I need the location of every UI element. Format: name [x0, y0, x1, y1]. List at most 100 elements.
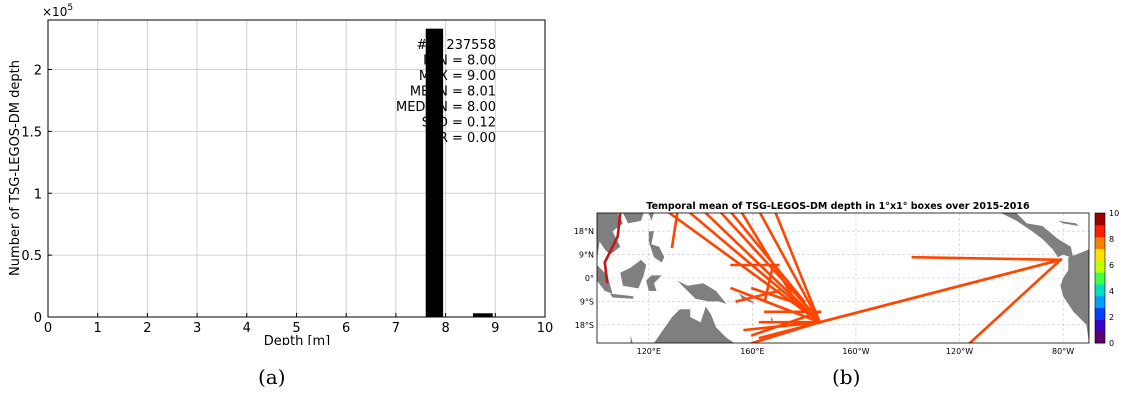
ship-track [750, 320, 822, 343]
map-x-tick-label: 160°W [842, 347, 869, 356]
land-vanuatu [770, 317, 774, 323]
colorbar-segment [1095, 236, 1105, 249]
colorbar-segment [1095, 307, 1105, 320]
x-tick-label: 10 [537, 321, 554, 336]
colorbar-segment [1095, 213, 1105, 226]
land-cuba [1057, 220, 1079, 226]
histogram-y-label: Number of TSG-LEGOS-DM depth [8, 60, 23, 276]
ship-track [968, 257, 1063, 343]
stats-line: MIN = 8.00 [423, 54, 496, 69]
ship-track [740, 213, 793, 296]
map-x-tick-label: 120°W [946, 347, 973, 356]
colorbar-segment [1095, 319, 1105, 332]
ship-track [729, 286, 822, 324]
x-tick-label: 0 [44, 321, 52, 336]
x-tick-label: 4 [243, 321, 251, 336]
colorbar-tick-label: 0 [1109, 339, 1114, 348]
colorbar-segment [1095, 248, 1105, 261]
colorbar-frame [1094, 212, 1106, 344]
land-java [609, 293, 634, 299]
x-tick-label: 6 [342, 321, 350, 336]
stats-line: # = 237558 [416, 38, 496, 53]
x-tick-label: 9 [491, 321, 499, 336]
y-tick-label: 2 [34, 64, 42, 79]
ship-track [670, 213, 679, 249]
colorbar-tick-label: 6 [1109, 261, 1114, 270]
y-multiplier-exponent: 5 [67, 3, 73, 13]
histogram-x-label: Depth [m] [264, 334, 331, 345]
map-x-tick-label: 80°W [1052, 347, 1074, 356]
x-tick-label: 2 [143, 321, 151, 336]
colorbar-segment [1095, 224, 1105, 238]
caption-a: (a) [258, 365, 286, 389]
colorbar-tick-label: 4 [1109, 287, 1114, 296]
land-central-america [1000, 213, 1074, 260]
ship-track [750, 286, 801, 306]
ship-track [911, 255, 1062, 262]
colorbar: 0 2 4 6 8 10 [1094, 209, 1119, 348]
colorbar-segment [1095, 283, 1105, 297]
caption-b: (b) [832, 365, 861, 389]
land-south-china [622, 213, 644, 224]
histogram-x-ticks: 0 1 2 3 4 5 6 7 8 9 10 [44, 313, 553, 336]
stats-line: MEDIAN = 8.00 [396, 100, 496, 115]
histogram-bars [425, 28, 493, 317]
x-tick-label: 5 [292, 321, 300, 336]
histogram-bar [425, 28, 444, 317]
map-title: Temporal mean of TSG-LEGOS-DM depth in 1… [646, 201, 1030, 212]
land-new-guinea [677, 280, 727, 304]
land-borneo [620, 259, 647, 289]
colorbar-segment [1095, 272, 1105, 285]
stats-line: STD = 0.12 [422, 116, 496, 131]
colorbar-segment [1095, 331, 1105, 344]
stats-line: IQR = 0.00 [425, 131, 496, 146]
colorbar-segment [1095, 260, 1105, 273]
ship-track-dark [603, 213, 622, 284]
y-multiplier: ×105 [42, 3, 73, 19]
map-x-tick-label: 160°E [740, 347, 764, 356]
colorbar-segment [1095, 295, 1105, 309]
ship-track [703, 213, 822, 325]
land-australia [630, 306, 735, 343]
histogram-y-ticks: 0 0.5 1 1.5 2 [21, 64, 52, 326]
map-y-ticks: 18°N 9°N 0° 9°S 18°S [574, 227, 594, 330]
ship-track [758, 213, 822, 324]
colorbar-tick-label: 10 [1109, 209, 1119, 218]
x-tick-label: 3 [193, 321, 201, 336]
map-y-tick-label: 18°S [575, 321, 594, 330]
histogram-bar [472, 313, 493, 317]
y-tick-label: 1 [34, 187, 42, 202]
colorbar-tick-label: 8 [1109, 235, 1114, 244]
ship-track [667, 213, 822, 325]
ship-tracks [603, 213, 1063, 343]
ship-track [774, 213, 822, 324]
y-tick-label: 0 [34, 311, 42, 326]
colorbar-tick-label: 2 [1109, 313, 1114, 322]
land-philippines [648, 231, 665, 263]
x-tick-label: 8 [441, 321, 449, 336]
ship-track [688, 213, 822, 325]
x-tick-label: 7 [392, 321, 400, 336]
land-south-america [1060, 249, 1089, 343]
x-tick-label: 1 [94, 321, 102, 336]
land-indochina [597, 213, 623, 260]
map-x-tick-label: 120°E [637, 347, 661, 356]
depth-map: Temporal mean of TSG-LEGOS-DM depth in 1… [574, 201, 1119, 356]
stats-line: MAX = 9.00 [419, 69, 496, 84]
map-y-tick-label: 18°N [574, 227, 594, 236]
ship-track [719, 213, 814, 314]
stats-line: MEAN = 8.01 [410, 85, 496, 100]
y-multiplier-base: ×10 [42, 5, 67, 19]
map-y-tick-label: 0° [585, 274, 594, 283]
land-sumatra [597, 265, 613, 294]
y-tick-label: 1.5 [21, 125, 42, 140]
land-masses [597, 213, 1089, 343]
y-tick-label: 0.5 [21, 249, 42, 264]
map-y-tick-label: 9°N [579, 251, 594, 260]
map-frame [596, 212, 1090, 344]
map-x-ticks: 120°E 160°E 160°W 120°W 80°W [637, 347, 1075, 356]
land-sulawesi [646, 275, 662, 291]
depth-histogram: 0 1 2 3 4 5 6 7 8 9 10 00.511.52 ×105 Depth [m] Nu… [8, 3, 553, 345]
map-y-tick-label: 9°S [580, 297, 594, 306]
